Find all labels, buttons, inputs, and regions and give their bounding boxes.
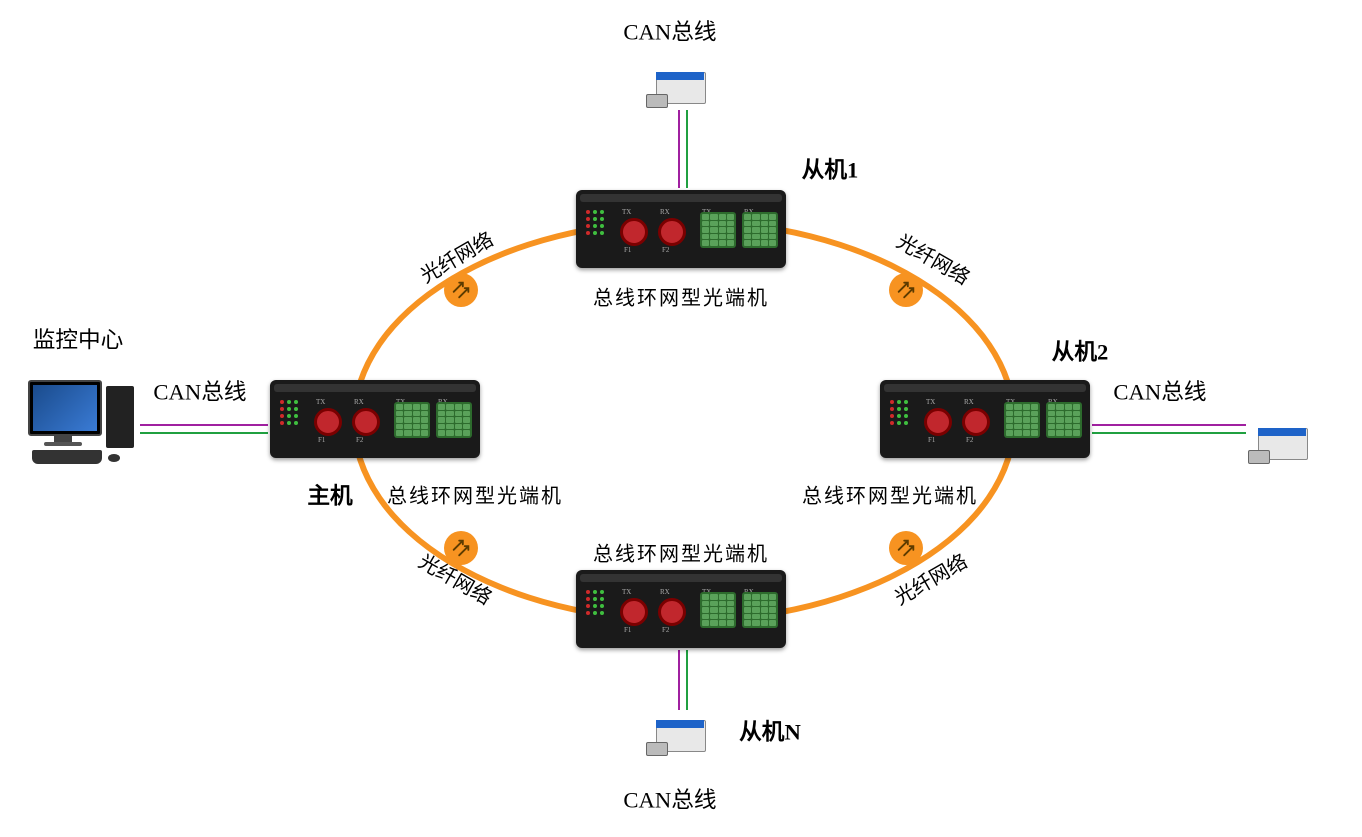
terminal-caption-master: 总线环网型光端机 bbox=[387, 480, 563, 509]
can-adapter-right bbox=[1248, 420, 1318, 464]
fiber-arrow-badge-1 bbox=[444, 273, 478, 307]
role-label-slave2: 从机2 bbox=[1052, 334, 1109, 367]
terminal-caption-slave2: 总线环网型光端机 bbox=[802, 480, 978, 509]
terminal-caption-slaveN: 总线环网型光端机 bbox=[593, 538, 769, 567]
can-adapter-bottom bbox=[646, 712, 716, 756]
fiber-arrow-badge-2 bbox=[889, 273, 923, 307]
role-label-master: 主机 bbox=[307, 478, 352, 511]
can-bus-line-bottom bbox=[678, 650, 686, 710]
terminal-slave1: TX RX TX RX F1 F2 bbox=[576, 190, 786, 268]
diagram-stage: TX RX TX RX F1 F2 TX RX TX RX F1 F2 TX R… bbox=[0, 0, 1362, 837]
role-label-slave1: 从机1 bbox=[802, 152, 859, 185]
can-bus-label-right: CAN总线 bbox=[1113, 374, 1206, 407]
can-adapter-top bbox=[646, 64, 716, 108]
terminal-master: TX RX TX RX F1 F2 bbox=[270, 380, 480, 458]
can-bus-label-bottom: CAN总线 bbox=[623, 782, 716, 815]
terminal-slave2: TX RX TX RX F1 F2 bbox=[880, 380, 1090, 458]
terminal-slaveN: TX RX TX RX F1 F2 bbox=[576, 570, 786, 648]
monitor-center-label: 监控中心 bbox=[33, 322, 124, 355]
can-bus-line-left bbox=[140, 424, 268, 432]
can-bus-line-right bbox=[1092, 424, 1246, 432]
can-bus-label-top: CAN总线 bbox=[623, 14, 716, 47]
fiber-arrow-badge-4 bbox=[889, 531, 923, 565]
role-label-slaveN: 从机N bbox=[739, 714, 801, 747]
can-bus-line-top bbox=[678, 110, 686, 188]
can-bus-label-left: CAN总线 bbox=[153, 374, 246, 407]
monitor-computer-icon bbox=[24, 376, 144, 476]
terminal-caption-slave1: 总线环网型光端机 bbox=[593, 282, 769, 311]
